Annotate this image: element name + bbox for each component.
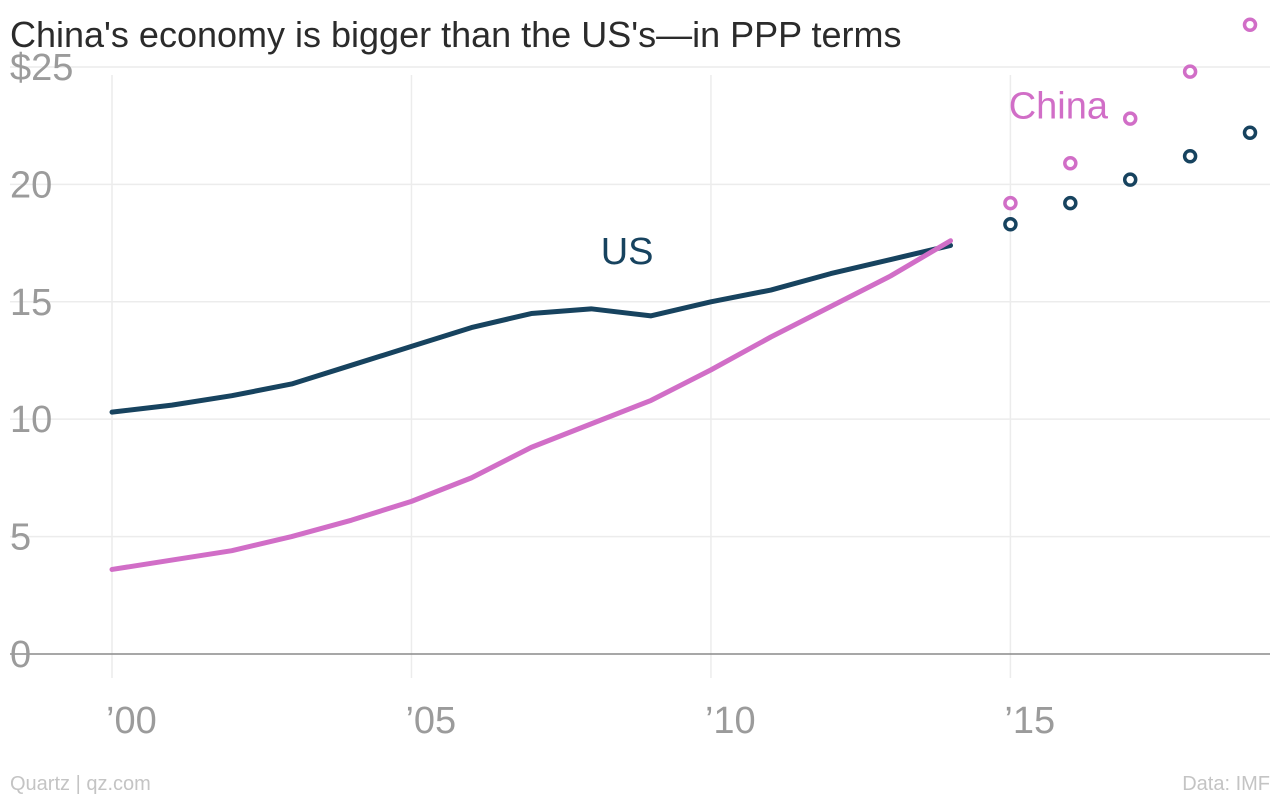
projection-point-china: [1063, 155, 1078, 171]
x-tick-label: ’00: [106, 700, 157, 742]
series-layer: [109, 17, 1258, 572]
series-label-china: China: [1009, 86, 1109, 128]
data-source: Data: IMF: [1182, 773, 1270, 795]
projection-point-us: [1063, 195, 1078, 211]
x-tick-label: ’15: [1004, 700, 1055, 742]
projection-point-china: [1003, 195, 1018, 211]
x-tick-label: ’05: [405, 700, 456, 742]
projection-point-china: [1182, 64, 1198, 79]
series-line-china: [109, 238, 954, 572]
projection-point-china: [1242, 17, 1258, 32]
x-tick-label: ’10: [705, 700, 756, 742]
y-tick-label: 5: [10, 517, 31, 559]
series-line-us: [109, 242, 954, 415]
grid-layer: [10, 66, 1270, 678]
projection-point-us: [1182, 148, 1198, 164]
series-label-us: US: [601, 231, 654, 273]
y-tick-label: 10: [10, 399, 52, 441]
projection-point-us: [1242, 125, 1258, 140]
projection-point-china: [1122, 111, 1138, 126]
source-credit: Quartz | qz.com: [10, 773, 151, 795]
y-tick-label: $25: [10, 47, 73, 89]
y-tick-label: 0: [10, 634, 31, 676]
label-layer: ’00 ’05 ’10 ’15 0 5 10 15 20 $25 US China: [10, 47, 1109, 742]
y-tick-label: 20: [10, 164, 52, 206]
y-tick-label: 15: [10, 282, 52, 324]
projection-point-us: [1122, 172, 1138, 187]
projection-point-us: [1003, 217, 1018, 232]
chart-title: China's economy is bigger than the US's—…: [10, 14, 902, 55]
